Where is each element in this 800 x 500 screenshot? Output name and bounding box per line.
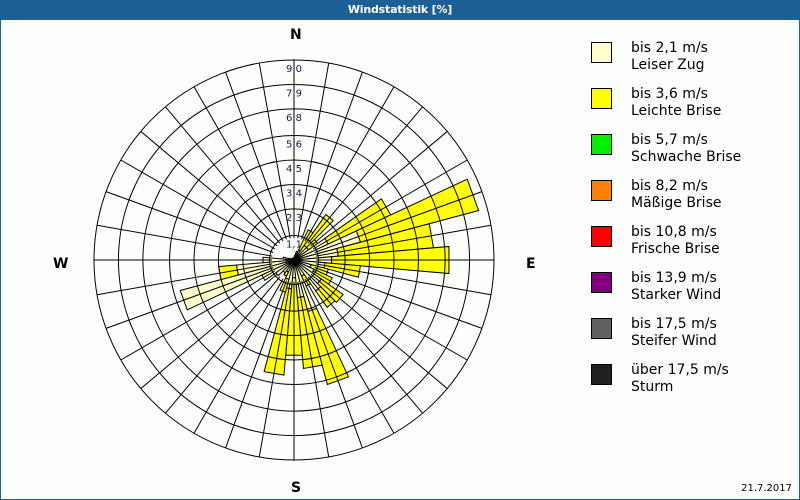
legend-name: Steifer Wind [631,333,717,349]
legend-swatch [591,272,612,293]
legend: bis 2,1 m/s Leiser Zug bis 3,6 m/s Leichte… [589,40,789,408]
grid-spoke [301,71,363,240]
grid-spoke [315,263,492,296]
direction-south-label: S [291,480,302,496]
legend-swatch [591,364,612,385]
legend-range: bis 10,8 m/s [631,224,717,240]
grid-ring [93,59,495,461]
grid-spoke [314,267,483,329]
grid-spoke [307,106,423,244]
direction-north-label: N [290,27,302,43]
direction-west-label: W [53,256,69,272]
legend-item: bis 2,1 m/s Leiser Zug [589,40,789,86]
ring-label: 3,4 [286,188,302,199]
legend-name: Frische Brise [631,241,720,257]
legend-name: Sturm [631,379,674,395]
window-title: Windstatistik [%] [347,3,453,16]
grid-spoke [307,276,423,414]
legend-range: bis 17,5 m/s [631,316,717,332]
grid-spoke [315,224,492,257]
legend-range: bis 8,2 m/s [631,178,708,194]
wind-petal-segment [283,270,290,277]
ring-label: 6,8 [286,113,302,124]
grid-ring [269,235,319,285]
legend-range: bis 2,1 m/s [631,40,708,56]
wind-petal-segment [307,307,350,386]
grid-spoke [193,86,284,242]
ring-label: 5,6 [286,140,302,151]
grid-spoke [96,224,273,257]
legend-swatch [591,88,612,109]
ring-label: 9,0 [286,64,302,75]
legend-range: bis 3,6 m/s [631,86,708,102]
legend-name: Leichte Brise [631,103,722,119]
legend-swatch [591,42,612,63]
wind-petal-segment [263,287,293,376]
legend-item: bis 3,6 m/s Leichte Brise [589,86,789,132]
grid-spoke [105,267,274,329]
legend-range: bis 13,9 m/s [631,270,717,286]
grid-spoke [304,86,395,242]
grid-spoke [312,270,468,361]
grid-spoke [193,278,284,434]
legend-swatch [591,180,612,201]
legend-range: bis 5,7 m/s [631,132,708,148]
grid-spoke [140,273,278,389]
legend-item: bis 10,8 m/s Frische Brise [589,224,789,270]
legend-item: bis 13,9 m/s Starker Wind [589,270,789,316]
ring-label: 4,5 [286,164,302,175]
legend-name: Schwache Brise [631,149,742,165]
grid-spoke [310,131,448,247]
legend-name: Starker Wind [631,287,722,303]
legend-name: Leiser Zug [631,57,705,73]
grid-spoke [301,280,363,449]
grid-spoke [312,159,468,250]
grid-spoke [225,71,287,240]
legend-item: bis 5,7 m/s Schwache Brise [589,132,789,178]
ring-label: 2,3 [286,213,302,224]
ring-label: 1,1 [286,240,302,251]
grid-spoke [165,276,281,414]
grid-spoke [310,273,448,389]
window-title-bar: Windstatistik [%] [0,0,800,20]
ring-label: 7,9 [286,88,302,99]
legend-range: über 17,5 m/s [631,362,729,378]
legend-swatch [591,318,612,339]
grid-spoke [297,62,330,239]
wind-rose-chart: 1,1 2,3 3,4 4,5 5,6 6,8 7,9 9,0 [93,59,495,461]
grid-spoke [297,281,330,458]
legend-item: über 17,5 m/s Sturm [589,362,789,408]
grid-spoke [120,159,276,250]
grid-spoke [105,191,274,253]
grid-spoke [165,106,281,244]
legend-name: Mäßige Brise [631,195,722,211]
grid-ring [142,108,446,412]
legend-item: bis 17,5 m/s Steifer Wind [589,316,789,362]
wind-petal-segment [292,257,295,261]
grid-spoke [314,191,483,253]
direction-east-label: E [526,256,536,272]
wind-petal-segment [323,262,362,278]
grid-ring [217,183,371,337]
grid-ring [193,159,395,361]
legend-swatch [591,134,612,155]
legend-item: bis 8,2 m/s Mäßige Brise [589,178,789,224]
grid-spoke [258,281,291,458]
legend-swatch [591,226,612,247]
grid-spoke [304,278,395,434]
grid-spoke [96,263,273,296]
grid-spoke [258,62,291,239]
grid-ring [117,83,471,437]
grid-ring [169,135,419,385]
date-label: 21.7.2017 [741,483,792,494]
wind-rose-grid [93,59,495,461]
grid-spoke [140,131,278,247]
grid-spoke [225,280,287,449]
ring-labels: 1,1 2,3 3,4 4,5 5,6 6,8 7,9 9,0 [286,64,302,251]
grid-ring [242,208,346,312]
grid-spoke [120,270,276,361]
